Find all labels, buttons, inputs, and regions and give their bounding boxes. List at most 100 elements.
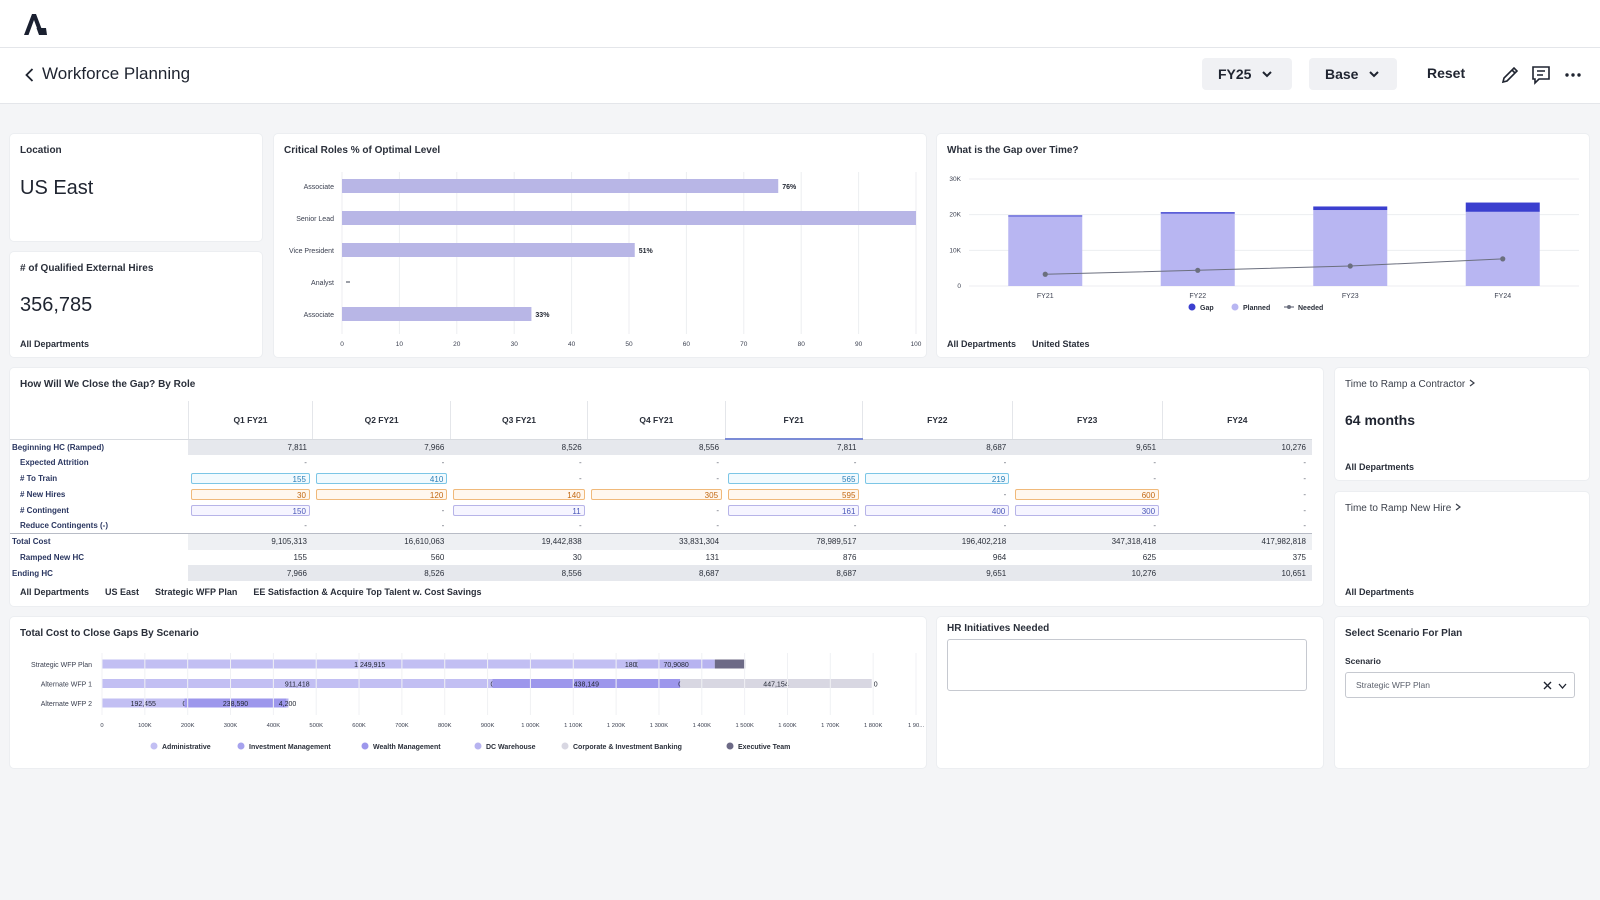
table-cell: 10,651 <box>1162 565 1312 582</box>
column-header[interactable]: FY21 <box>724 401 863 440</box>
scenario-select-field[interactable]: Strategic WFP Plan <box>1345 672 1575 698</box>
cell-value: - <box>716 505 720 515</box>
table-cell: - <box>1162 486 1312 502</box>
column-header[interactable]: Q2 FY21 <box>312 401 451 440</box>
pencil-icon[interactable] <box>1499 64 1521 86</box>
x-tick-label: 900K <box>481 723 495 729</box>
filter-chip[interactable]: All Departments <box>20 587 90 597</box>
cell-value[interactable]: 219 <box>865 472 1010 484</box>
cell-value[interactable]: 161 <box>728 504 860 516</box>
back-chevron-icon[interactable] <box>20 65 40 85</box>
cell-value: 7,811 <box>836 442 857 452</box>
row-label: Reduce Contingents (-) <box>20 521 108 531</box>
filter-chip[interactable]: United States <box>1032 339 1090 349</box>
needed-point <box>1195 267 1201 273</box>
table-row: # New Hires 30 120 140 305 595 -600- <box>10 486 1312 502</box>
qualified-hires-title: # of Qualified External Hires <box>20 263 154 274</box>
row-label: # To Train <box>20 473 58 483</box>
hr-initiatives-card: HR Initiatives Needed <box>937 617 1323 768</box>
column-header[interactable]: Q1 FY21 <box>187 401 313 440</box>
table-cell[interactable]: 155 <box>188 471 313 487</box>
more-options-icon[interactable] <box>1562 64 1584 86</box>
cell-value[interactable]: 11 <box>453 504 585 516</box>
table-cell[interactable]: 219 <box>862 471 1012 487</box>
app-logo-icon[interactable] <box>22 12 48 36</box>
legend-marker <box>1287 305 1291 309</box>
table-cell: - <box>588 455 725 471</box>
table-row: # Contingent 150-11-161 400 300- <box>10 502 1312 518</box>
cell-value[interactable]: 600 <box>1015 488 1160 500</box>
cell-value[interactable]: 155 <box>191 472 310 484</box>
ramp-new-hire-link[interactable]: Time to Ramp New Hire <box>1345 503 1462 514</box>
cell-value: 10,276 <box>1281 442 1306 452</box>
cell-value[interactable]: 150 <box>191 504 310 516</box>
data-label: 911,418 <box>285 682 310 689</box>
cell-value[interactable]: 30 <box>191 488 310 500</box>
cell-value: 196,402,218 <box>961 537 1007 547</box>
year-select[interactable]: FY25 <box>1202 58 1292 90</box>
table-row: # To Train 155 410- -565 219- - <box>10 471 1312 487</box>
table-cell[interactable]: 30 <box>188 486 313 502</box>
table-cell[interactable]: 161 <box>725 502 862 518</box>
table-cell[interactable]: 600 <box>1012 486 1162 502</box>
chevron-down-icon[interactable] <box>1558 682 1567 690</box>
cell-value[interactable]: 305 <box>590 488 723 500</box>
column-header[interactable]: Q4 FY21 <box>587 401 726 440</box>
bar <box>342 307 532 321</box>
cell-value[interactable]: 300 <box>1015 504 1160 516</box>
cell-value[interactable]: 120 <box>315 488 448 500</box>
row-label: # New Hires <box>20 489 66 499</box>
filter-chip[interactable]: All Departments <box>947 339 1017 349</box>
category-label: Vice President <box>289 248 334 255</box>
table-cell: - <box>862 518 1012 534</box>
table-cell: 7,966 <box>188 565 313 582</box>
table-cell[interactable]: 565 <box>725 471 862 487</box>
table-cell[interactable]: 11 <box>450 502 587 518</box>
column-header[interactable]: FY22 <box>861 401 1013 440</box>
cell-value[interactable]: 400 <box>865 504 1010 516</box>
table-cell[interactable]: 305 <box>588 486 725 502</box>
cell-value: 78,989,517 <box>816 537 857 547</box>
clear-icon[interactable] <box>1543 681 1552 690</box>
table-cell: - <box>588 518 725 534</box>
total-cost-title: Total Cost to Close Gaps By Scenario <box>20 628 199 639</box>
table-cell[interactable]: 140 <box>450 486 587 502</box>
reset-button[interactable]: Reset <box>1427 65 1466 81</box>
cell-value[interactable]: 595 <box>728 488 860 500</box>
table-cell[interactable]: 120 <box>313 486 450 502</box>
table-cell[interactable]: 400 <box>862 502 1012 518</box>
ramp-contractor-filter[interactable]: All Departments <box>1345 462 1415 472</box>
page-header: Workforce Planning FY25 Base Reset <box>0 48 1600 104</box>
table-cell[interactable]: 300 <box>1012 502 1162 518</box>
filter-chip[interactable]: Strategic WFP Plan <box>155 587 238 597</box>
x-tick-label: 90 <box>855 341 863 348</box>
comment-icon[interactable] <box>1530 64 1552 86</box>
cell-value: - <box>1003 489 1007 499</box>
filter-chip[interactable]: EE Satisfaction & Acquire Top Talent w. … <box>253 587 482 597</box>
table-cell: 8,556 <box>450 565 588 582</box>
cell-value[interactable]: 410 <box>315 472 448 484</box>
ramp-contractor-link[interactable]: Time to Ramp a Contractor <box>1345 379 1476 390</box>
scenario-select[interactable]: Base <box>1309 58 1397 90</box>
column-header[interactable]: FY24 <box>1161 401 1312 440</box>
table-cell: 9,651 <box>862 565 1013 582</box>
bar-segment <box>637 659 715 669</box>
table-cell: - <box>588 502 725 518</box>
bar <box>342 179 779 193</box>
year-select-value: FY25 <box>1218 66 1252 82</box>
table-row: Beginning HC (Ramped) 7,811 7,966 8,526 8,55… <box>10 439 1312 455</box>
qualified-hires-filter[interactable]: All Departments <box>20 339 90 349</box>
table-cell[interactable]: 595 <box>725 486 862 502</box>
ramp-new-hire-filter[interactable]: All Departments <box>1345 587 1415 597</box>
chevron-down-icon <box>1262 71 1273 78</box>
cell-value: 7,966 <box>286 568 307 578</box>
table-cell[interactable]: 150 <box>188 502 313 518</box>
table-cell: 8,687 <box>587 565 726 582</box>
column-header[interactable]: FY23 <box>1011 401 1163 440</box>
table-cell[interactable]: 410 <box>313 471 450 487</box>
filter-chip[interactable]: US East <box>105 587 140 597</box>
column-header[interactable]: Q3 FY21 <box>449 401 588 440</box>
cell-value[interactable]: 565 <box>728 472 860 484</box>
hr-initiatives-textbox[interactable] <box>947 639 1307 691</box>
cell-value[interactable]: 140 <box>453 488 585 500</box>
